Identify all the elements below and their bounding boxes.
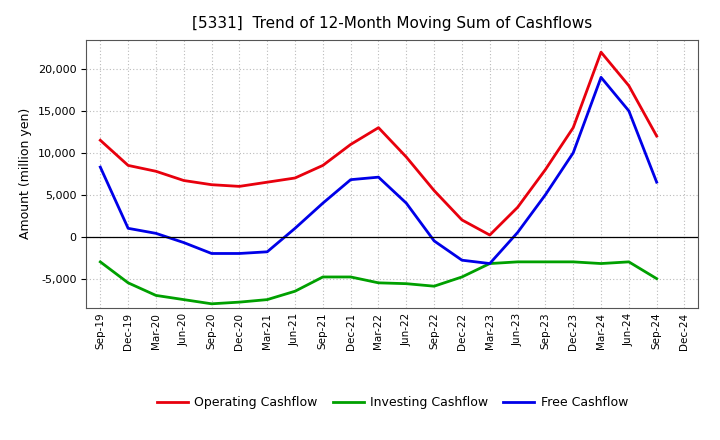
- Operating Cashflow: [263, 180, 271, 185]
- Operating Cashflow: [207, 182, 216, 187]
- Operating Cashflow: [541, 167, 550, 172]
- Free Cashflow: [235, 251, 243, 256]
- Investing Cashflow: [402, 281, 410, 286]
- Free Cashflow: [624, 108, 633, 114]
- Legend: Operating Cashflow, Investing Cashflow, Free Cashflow: Operating Cashflow, Investing Cashflow, …: [152, 392, 633, 414]
- Investing Cashflow: [346, 274, 355, 279]
- Operating Cashflow: [513, 205, 522, 210]
- Operating Cashflow: [652, 133, 661, 139]
- Free Cashflow: [652, 180, 661, 185]
- Operating Cashflow: [624, 83, 633, 88]
- Free Cashflow: [541, 192, 550, 198]
- Free Cashflow: [485, 261, 494, 266]
- Title: [5331]  Trend of 12-Month Moving Sum of Cashflows: [5331] Trend of 12-Month Moving Sum of C…: [192, 16, 593, 32]
- Free Cashflow: [402, 201, 410, 206]
- Investing Cashflow: [541, 259, 550, 264]
- Investing Cashflow: [597, 261, 606, 266]
- Investing Cashflow: [235, 300, 243, 305]
- Line: Investing Cashflow: Investing Cashflow: [100, 262, 657, 304]
- Free Cashflow: [513, 230, 522, 235]
- Operating Cashflow: [124, 163, 132, 168]
- Operating Cashflow: [402, 154, 410, 160]
- Investing Cashflow: [291, 289, 300, 294]
- Operating Cashflow: [374, 125, 383, 130]
- Operating Cashflow: [96, 138, 104, 143]
- Investing Cashflow: [152, 293, 161, 298]
- Investing Cashflow: [652, 276, 661, 281]
- Free Cashflow: [430, 238, 438, 244]
- Investing Cashflow: [569, 259, 577, 264]
- Investing Cashflow: [458, 274, 467, 279]
- Operating Cashflow: [152, 169, 161, 174]
- Free Cashflow: [346, 177, 355, 182]
- Operating Cashflow: [235, 184, 243, 189]
- Free Cashflow: [597, 75, 606, 80]
- Free Cashflow: [263, 249, 271, 254]
- Free Cashflow: [291, 226, 300, 231]
- Free Cashflow: [96, 165, 104, 170]
- Investing Cashflow: [624, 259, 633, 264]
- Investing Cashflow: [207, 301, 216, 306]
- Line: Free Cashflow: Free Cashflow: [100, 77, 657, 264]
- Operating Cashflow: [597, 50, 606, 55]
- Operating Cashflow: [569, 125, 577, 130]
- Investing Cashflow: [124, 280, 132, 286]
- Operating Cashflow: [430, 188, 438, 193]
- Investing Cashflow: [318, 274, 327, 279]
- Operating Cashflow: [318, 163, 327, 168]
- Investing Cashflow: [430, 283, 438, 289]
- Operating Cashflow: [346, 142, 355, 147]
- Free Cashflow: [124, 226, 132, 231]
- Y-axis label: Amount (million yen): Amount (million yen): [19, 108, 32, 239]
- Operating Cashflow: [485, 232, 494, 238]
- Investing Cashflow: [263, 297, 271, 302]
- Free Cashflow: [374, 175, 383, 180]
- Operating Cashflow: [458, 217, 467, 223]
- Free Cashflow: [207, 251, 216, 256]
- Operating Cashflow: [291, 176, 300, 181]
- Investing Cashflow: [96, 259, 104, 264]
- Investing Cashflow: [179, 297, 188, 302]
- Free Cashflow: [318, 201, 327, 206]
- Free Cashflow: [458, 257, 467, 263]
- Operating Cashflow: [179, 178, 188, 183]
- Investing Cashflow: [374, 280, 383, 286]
- Line: Operating Cashflow: Operating Cashflow: [100, 52, 657, 235]
- Free Cashflow: [152, 231, 161, 236]
- Free Cashflow: [569, 150, 577, 155]
- Free Cashflow: [179, 240, 188, 245]
- Investing Cashflow: [485, 261, 494, 266]
- Investing Cashflow: [513, 259, 522, 264]
